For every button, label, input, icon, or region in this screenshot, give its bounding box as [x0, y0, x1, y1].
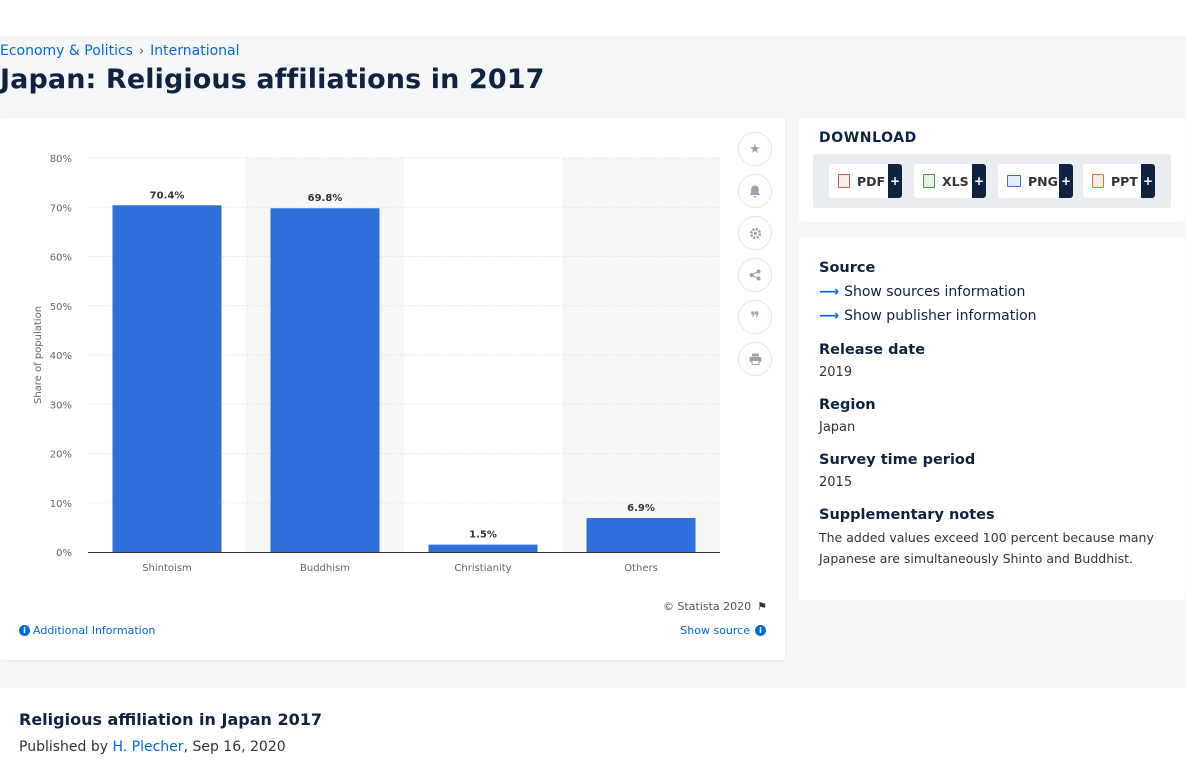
source-heading: Source: [819, 260, 876, 276]
y-tick-label: 20%: [50, 450, 72, 461]
statistic-details-card: Source ⟶ Show sources information ⟶ Show…: [799, 237, 1185, 600]
additional-information-label: Additional Information: [33, 624, 156, 637]
copyright-text: © Statista 2020: [662, 600, 752, 613]
y-tick-label: 80%: [50, 154, 72, 165]
x-tick-label: Shintoism: [142, 563, 192, 574]
bell-icon: [749, 185, 761, 197]
additional-information-link[interactable]: i Additional Information: [19, 624, 155, 637]
xls-label: XLS: [942, 173, 969, 189]
statistic-summary-card: Religious affiliation in Japan 2017 Publ…: [0, 688, 1186, 760]
quote-icon: ❞: [750, 307, 760, 327]
xls-file-icon: [923, 174, 935, 188]
show-sources-label: Show sources information: [844, 284, 1026, 300]
show-source-label: Show source: [680, 624, 750, 637]
x-tick-label: Christianity: [454, 563, 511, 574]
ppt-plus-icon: +: [1141, 164, 1155, 198]
page-title: Japan: Religious affiliations in 2017: [0, 64, 545, 95]
bar-shintoism: [112, 205, 222, 552]
y-tick-label: 0%: [56, 548, 72, 559]
gear-icon: [749, 227, 761, 239]
supplementary-notes-heading: Supplementary notes: [819, 507, 995, 523]
bar-christianity: [428, 544, 538, 552]
y-tick-label: 30%: [50, 400, 72, 411]
info-icon: i: [19, 625, 30, 636]
x-tick-label: Buddhism: [300, 563, 350, 574]
download-bar: PDF + XLS + PNG + PPT +: [813, 154, 1171, 208]
publication-date: , Sep 16, 2020: [183, 739, 286, 755]
png-plus-icon: +: [1059, 164, 1073, 198]
breadcrumb: Economy & Politics › International: [0, 43, 240, 59]
star-icon: ★: [749, 141, 761, 157]
png-image-icon: [1007, 175, 1021, 187]
y-axis-label: Share of population: [33, 306, 44, 404]
download-xls-button[interactable]: XLS +: [914, 164, 986, 198]
favorite-button[interactable]: ★: [738, 132, 772, 166]
png-label: PNG: [1028, 173, 1058, 189]
breadcrumb-separator: ›: [138, 43, 145, 59]
pdf-file-icon: [838, 174, 850, 188]
x-tick-label: Others: [624, 563, 658, 574]
chart-card: 0% 10% 20% 30% 40% 50% 60% 70% 80% Share of popul…: [0, 118, 785, 660]
publication-info: Published by H. Plecher, Sep 16, 2020: [19, 739, 286, 755]
y-tick-label: 40%: [50, 351, 72, 362]
data-label: 1.5%: [469, 530, 497, 541]
statistic-title: Religious affiliation in Japan 2017: [19, 710, 322, 729]
show-source-link[interactable]: Show source i: [680, 624, 766, 637]
show-publisher-label: Show publisher information: [844, 308, 1037, 324]
bar-buddhism: [270, 208, 380, 553]
data-label: 6.9%: [627, 503, 655, 514]
share-icon: [749, 269, 761, 281]
notification-button[interactable]: [738, 174, 772, 208]
survey-period-heading: Survey time period: [819, 452, 976, 468]
y-tick-label: 60%: [50, 253, 72, 264]
breadcrumb-international[interactable]: International: [150, 43, 240, 59]
settings-button[interactable]: [738, 216, 772, 250]
release-date-value: 2019: [819, 365, 853, 380]
chart-toolbar: ★ ❞: [738, 132, 772, 384]
region-heading: Region: [819, 397, 876, 413]
published-by-label: Published by: [19, 739, 109, 755]
arrow-right-icon: ⟶: [819, 284, 840, 300]
release-date-heading: Release date: [819, 342, 926, 358]
data-label: 69.8%: [308, 193, 343, 204]
share-button[interactable]: [738, 258, 772, 292]
download-pdf-button[interactable]: PDF +: [829, 164, 902, 198]
y-tick-label: 50%: [50, 302, 72, 313]
survey-period-value: 2015: [819, 475, 853, 490]
xls-plus-icon: +: [972, 164, 986, 198]
print-button[interactable]: [738, 342, 772, 376]
top-navigation-bar: [0, 0, 1186, 36]
supplementary-notes-value: The added values exceed 100 percent beca…: [819, 530, 1154, 566]
data-label: 70.4%: [150, 190, 185, 201]
pdf-plus-icon: +: [888, 164, 902, 198]
download-png-button[interactable]: PNG +: [998, 164, 1073, 198]
flag-icon[interactable]: ⚑: [757, 600, 767, 613]
download-ppt-button[interactable]: PPT +: [1083, 164, 1155, 198]
bar-others: [586, 518, 696, 552]
download-title: DOWNLOAD: [819, 130, 917, 146]
author-link[interactable]: H. Plecher: [112, 739, 184, 755]
bar-chart: 0% 10% 20% 30% 40% 50% 60% 70% 80% Share of popul…: [33, 154, 720, 574]
y-tick-label: 10%: [50, 499, 72, 510]
ppt-file-icon: [1092, 174, 1104, 188]
ppt-label: PPT: [1111, 173, 1138, 189]
info-icon: i: [755, 625, 766, 636]
y-tick-label: 70%: [50, 203, 72, 214]
arrow-right-icon: ⟶: [819, 308, 840, 324]
show-sources-link[interactable]: ⟶ Show sources information: [819, 284, 1025, 300]
region-value: Japan: [819, 420, 856, 435]
pdf-label: PDF: [857, 173, 886, 189]
breadcrumb-economy-politics[interactable]: Economy & Politics: [0, 43, 133, 59]
show-publisher-link[interactable]: ⟶ Show publisher information: [819, 308, 1037, 324]
print-icon: [749, 353, 761, 365]
download-card: DOWNLOAD PDF + XLS + PNG + PPT +: [799, 118, 1185, 222]
statista-copyright: © Statista 2020 ⚑: [663, 600, 767, 613]
cite-button[interactable]: ❞: [738, 300, 772, 334]
